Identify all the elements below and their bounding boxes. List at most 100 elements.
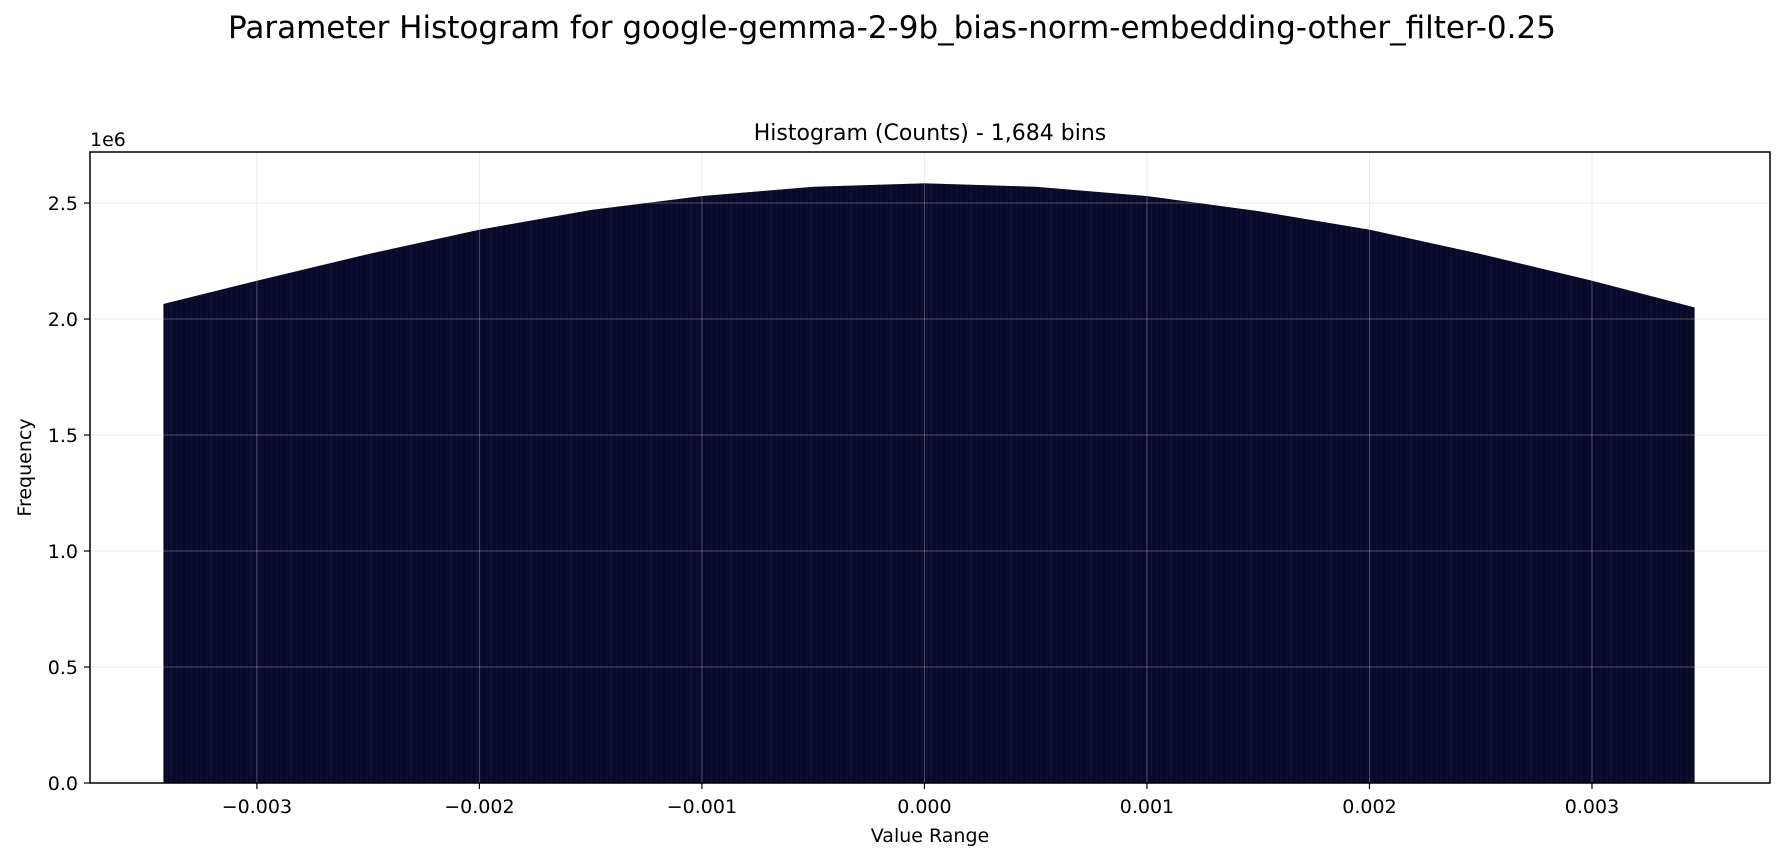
- histogram-bar: [444, 237, 446, 783]
- histogram-bar: [1635, 292, 1637, 783]
- histogram-bar: [1004, 185, 1006, 783]
- histogram-bar: [298, 270, 301, 783]
- histogram-bar: [586, 210, 588, 784]
- histogram-bar: [924, 183, 926, 784]
- histogram-bar: [1075, 190, 1077, 783]
- histogram-bar: [742, 192, 744, 784]
- histogram-bar: [1617, 287, 1620, 783]
- histogram-bar: [685, 198, 687, 783]
- histogram-bar: [1151, 196, 1153, 783]
- histogram-bar: [317, 265, 320, 783]
- histogram-bar: [867, 185, 869, 783]
- histogram-bar: [1203, 203, 1205, 783]
- histogram-bar: [894, 184, 896, 784]
- histogram-bar: [616, 206, 618, 783]
- histogram-bar: [261, 279, 263, 783]
- histogram-bar: [523, 221, 525, 784]
- histogram-bar: [1100, 192, 1102, 783]
- histogram-bar: [807, 187, 810, 783]
- histogram-bar: [968, 184, 971, 784]
- x-tick-label: 0.000: [897, 796, 951, 818]
- histogram-bar: [414, 243, 416, 783]
- histogram-bar: [1019, 186, 1021, 783]
- histogram-bar: [775, 189, 777, 783]
- histogram-bar: [954, 184, 956, 783]
- figure-title: Parameter Histogram for google-gemma-2-9…: [228, 10, 1556, 46]
- histogram-bar: [1687, 305, 1689, 783]
- histogram-bar: [719, 194, 721, 784]
- histogram-bar: [1073, 189, 1075, 783]
- histogram-bar: [611, 207, 613, 783]
- histogram-bar: [994, 185, 996, 784]
- histogram-bar: [758, 191, 761, 783]
- histogram-bar: [1643, 294, 1645, 783]
- histogram-bar: [792, 188, 794, 783]
- histogram-bar: [673, 199, 675, 784]
- histogram-bar: [1147, 196, 1150, 784]
- histogram-bar: [783, 189, 785, 784]
- histogram-bar: [860, 185, 862, 783]
- histogram-bar: [1245, 209, 1247, 784]
- histogram-bar: [1025, 186, 1027, 783]
- histogram-bar: [248, 282, 251, 783]
- histogram-bar: [1180, 200, 1182, 783]
- histogram-bar: [1657, 298, 1660, 783]
- histogram-bar: [1659, 298, 1661, 783]
- histogram-bar: [1319, 221, 1321, 783]
- histogram-bar: [393, 248, 395, 783]
- histogram-bar: [1324, 222, 1326, 784]
- histogram-bar: [1083, 190, 1085, 783]
- histogram-bar: [1067, 189, 1070, 784]
- histogram-bar: [801, 187, 803, 783]
- histogram-bar: [757, 191, 760, 783]
- histogram-bar: [751, 191, 753, 783]
- histogram-bar: [647, 202, 649, 783]
- histogram-bar: [1369, 229, 1371, 783]
- histogram-bar: [598, 208, 601, 783]
- histogram-bar: [1295, 217, 1297, 783]
- histogram-bar: [697, 196, 699, 783]
- histogram-bar: [846, 185, 848, 783]
- histogram-bar: [456, 234, 458, 783]
- histogram-bar: [940, 183, 942, 783]
- histogram-bar: [631, 204, 633, 783]
- histogram-bar: [170, 302, 172, 783]
- histogram-bar: [434, 239, 436, 784]
- histogram-bar: [1423, 241, 1425, 784]
- histogram-bar: [1047, 187, 1049, 783]
- histogram-bar: [1380, 232, 1382, 784]
- histogram-bar: [1358, 228, 1361, 783]
- histogram-bar: [427, 240, 430, 784]
- histogram-bar: [1508, 260, 1511, 783]
- histogram-bar: [510, 224, 512, 783]
- histogram-bar: [1602, 283, 1604, 783]
- histogram-bar: [567, 214, 569, 784]
- histogram-bar: [1299, 218, 1301, 783]
- histogram-bar: [840, 185, 842, 784]
- histogram-bar: [1117, 193, 1119, 783]
- histogram-bar: [874, 184, 876, 783]
- histogram-bar: [266, 278, 268, 783]
- histogram-bar: [1038, 187, 1041, 784]
- histogram-bar: [498, 226, 501, 783]
- histogram-bar: [907, 183, 909, 784]
- histogram-bar: [1679, 303, 1681, 783]
- histogram-bar: [350, 258, 352, 784]
- histogram-bar: [1320, 221, 1322, 784]
- histogram-bar: [1238, 208, 1241, 784]
- histogram-bar: [1395, 235, 1397, 783]
- histogram-bar: [1346, 225, 1348, 783]
- histogram-bar: [1587, 279, 1590, 783]
- histogram-bar: [1333, 223, 1335, 783]
- histogram-bar: [396, 247, 398, 783]
- histogram-bar: [497, 226, 500, 783]
- histogram-bar: [1289, 216, 1291, 783]
- histogram-bar: [739, 192, 741, 784]
- histogram-bar: [1437, 244, 1439, 783]
- histogram-bar: [1066, 189, 1068, 783]
- histogram-bar: [1593, 281, 1595, 783]
- histogram-bar: [714, 195, 716, 783]
- histogram-bar: [1638, 293, 1641, 783]
- histogram-bar: [1605, 284, 1607, 783]
- histogram-bar: [1174, 199, 1176, 784]
